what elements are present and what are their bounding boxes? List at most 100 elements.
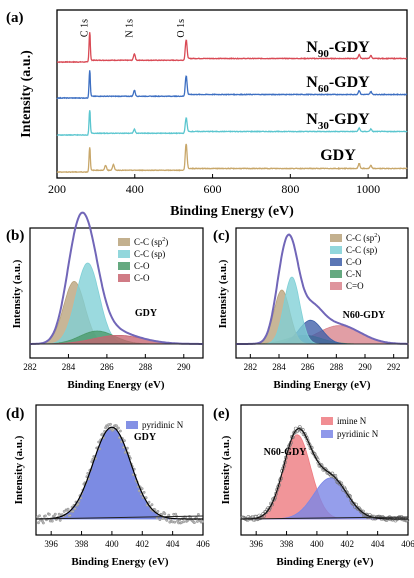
- e-data-point: [292, 430, 297, 435]
- c-legend-label-text: C-C (sp: [346, 233, 375, 243]
- c-x-tick-label: 282: [244, 362, 258, 372]
- panel-a-x-tick-label: 800: [281, 182, 299, 196]
- panel-e-ylabel: Intensity (a.u.): [220, 435, 232, 504]
- panel-a-x-tick-label: 200: [48, 182, 66, 196]
- panel-d-label: (d): [6, 406, 24, 422]
- d-data-point: [137, 489, 141, 493]
- panel-a-survey-spectra: (a) 200 400 600 800 1000 C 1s N 1s O 1s N90-GD…: [6, 9, 408, 219]
- d-data-point: [73, 507, 77, 511]
- d-baseline: [35, 515, 204, 520]
- d-data-point: [53, 512, 57, 516]
- d-data-point: [68, 514, 72, 517]
- b-envelope-line: [30, 211, 203, 345]
- e-x-tick-label: 398: [280, 539, 294, 549]
- panel-e-legend: imine N pyridinic N: [321, 416, 379, 439]
- d-data-point: [37, 521, 40, 525]
- panel-a-series-name: GDY: [320, 147, 356, 164]
- b-legend-label-sup: 2: [162, 237, 165, 243]
- panel-a-series-name-sub: 30: [318, 120, 330, 132]
- panel-d-x-ticks: 396 398 400 402 404 406: [44, 531, 210, 549]
- d-data-point: [192, 521, 196, 525]
- e-baseline: [240, 516, 409, 520]
- d-data-point: [117, 426, 120, 430]
- d-data-point: [101, 432, 105, 436]
- e-data-point: [324, 468, 329, 473]
- panel-b-x-ticks: 282 284 286 288 290: [23, 354, 191, 372]
- panel-b-frame: [29, 227, 204, 359]
- c-legend-swatch: [330, 270, 342, 278]
- c-legend-label: C=O: [346, 281, 364, 291]
- d-x-tick-label: 400: [105, 539, 119, 549]
- c-legend-swatch: [330, 246, 342, 254]
- d-data-point: [50, 519, 54, 523]
- e-x-tick-label: 406: [401, 539, 414, 549]
- d-data-point: [150, 503, 154, 507]
- c-x-tick-label: 288: [330, 362, 344, 372]
- panel-d-ylabel: Intensity (a.u.): [13, 435, 25, 504]
- e-data-point: [358, 509, 363, 514]
- panel-c-fitted-components: [236, 233, 409, 345]
- c-envelope-line: [236, 233, 408, 345]
- e-legend-label: imine N: [337, 416, 367, 426]
- e-legend-label-text: pyridinic N: [337, 429, 379, 439]
- c-legend-label-sup: 2: [374, 233, 377, 239]
- panel-a-series-name-main: GDY: [320, 147, 356, 164]
- panel-b-label: (b): [6, 228, 24, 244]
- d-data-point: [119, 429, 122, 433]
- d-data-point: [62, 509, 66, 513]
- b-legend-swatch: [118, 262, 130, 270]
- e-legend-swatch: [321, 417, 333, 425]
- panel-c-sample-label: N60-GDY: [343, 310, 387, 321]
- d-data-point: [38, 514, 41, 518]
- panel-a-series-name: N90-GDY: [306, 39, 370, 60]
- panel-b-xlabel: Binding Energy (eV): [67, 379, 165, 391]
- b-legend-swatch: [118, 274, 130, 282]
- c-legend-label: C-O: [346, 257, 362, 267]
- d-data-point: [153, 508, 157, 512]
- d-data-point: [195, 520, 199, 523]
- e-legend-swatch: [321, 430, 333, 438]
- panel-a-peak-label: O 1s: [176, 19, 187, 38]
- panel-b-fitted-components: [30, 211, 203, 345]
- d-data-point: [182, 520, 186, 524]
- d-data-point: [98, 447, 102, 451]
- e-x-tick-label: 404: [371, 539, 385, 549]
- b-legend-label: C-C (sp2): [134, 237, 168, 247]
- panel-e-sample-label: N60-GDY: [264, 447, 308, 458]
- b-legend-label: C-C (sp): [134, 249, 165, 259]
- d-component-area: [36, 426, 203, 520]
- panel-a-x-tick-label: 400: [126, 182, 144, 196]
- c-x-tick-label: 292: [387, 362, 401, 372]
- c-x-tick-label: 286: [301, 362, 315, 372]
- d-x-tick-label: 404: [166, 539, 180, 549]
- b-x-tick-label: 286: [100, 362, 114, 372]
- e-data-point: [356, 507, 360, 511]
- panel-b-c1s-gdy: (b) 282 284 286 288 290 C-C (sp2)C-C (sp)C-O…: [6, 211, 204, 391]
- panel-b-legend: C-C (sp2)C-C (sp)C-OC-O: [118, 237, 168, 283]
- panel-e-x-ticks: 396 398 400 402 404 406: [249, 531, 414, 549]
- b-legend-label-text: C-C (sp: [134, 237, 163, 247]
- d-legend-swatch: [126, 421, 138, 429]
- d-data-point: [200, 520, 204, 523]
- d-data-point: [167, 513, 171, 517]
- b-component-area: [30, 280, 203, 345]
- e-data-point: [337, 480, 342, 485]
- panel-a-series-name: N60-GDY: [306, 74, 370, 95]
- e-legend-label-text: imine N: [337, 416, 367, 426]
- panel-a-series-name-rest: -GDY: [329, 74, 370, 91]
- panel-a-series-name-sub: 60: [318, 83, 330, 95]
- b-x-tick-label: 284: [62, 362, 76, 372]
- panel-a-series-line: [56, 70, 408, 100]
- d-data-point: [71, 509, 75, 513]
- b-x-tick-label: 290: [177, 362, 191, 372]
- panel-c-frame: [235, 227, 409, 359]
- d-data-point: [163, 512, 167, 516]
- d-data-point: [156, 509, 160, 513]
- d-data-point: [118, 436, 121, 440]
- panel-c-sample-label-text: N60-GDY: [343, 310, 387, 321]
- e-x-tick-label: 400: [310, 539, 324, 549]
- b-legend-label-text: C-O: [134, 261, 150, 271]
- e-data-point: [332, 475, 337, 479]
- d-data-point: [36, 515, 39, 519]
